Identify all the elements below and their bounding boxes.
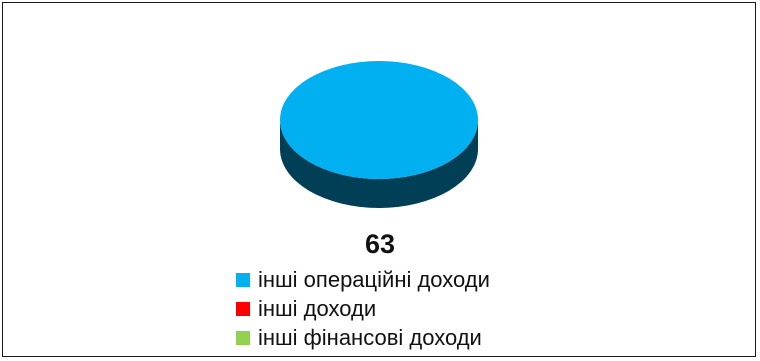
legend-swatch-financial-income: [236, 330, 250, 345]
legend-item-operating-income: інші операційні доходи: [236, 265, 490, 294]
legend-label-financial-income: інші фінансові доходи: [258, 324, 482, 350]
legend-label-other-income: інші доходи: [258, 295, 377, 321]
pie-slice-1-side: [280, 120, 478, 208]
chart-frame: 63 інші операційні доходи інші доходи ін…: [2, 2, 756, 357]
legend-swatch-other-income: [236, 301, 250, 316]
pie-chart: [280, 61, 478, 208]
legend-label-operating-income: інші операційні доходи: [258, 266, 490, 292]
legend-item-financial-income: інші фінансові доходи: [236, 323, 490, 352]
data-label-slice-1: 63: [364, 229, 396, 259]
legend-item-other-income: інші доходи: [236, 294, 490, 323]
legend: інші операційні доходи інші доходи інші …: [236, 265, 490, 352]
legend-swatch-operating-income: [236, 272, 250, 287]
pie-slice-1-top: [280, 61, 478, 179]
